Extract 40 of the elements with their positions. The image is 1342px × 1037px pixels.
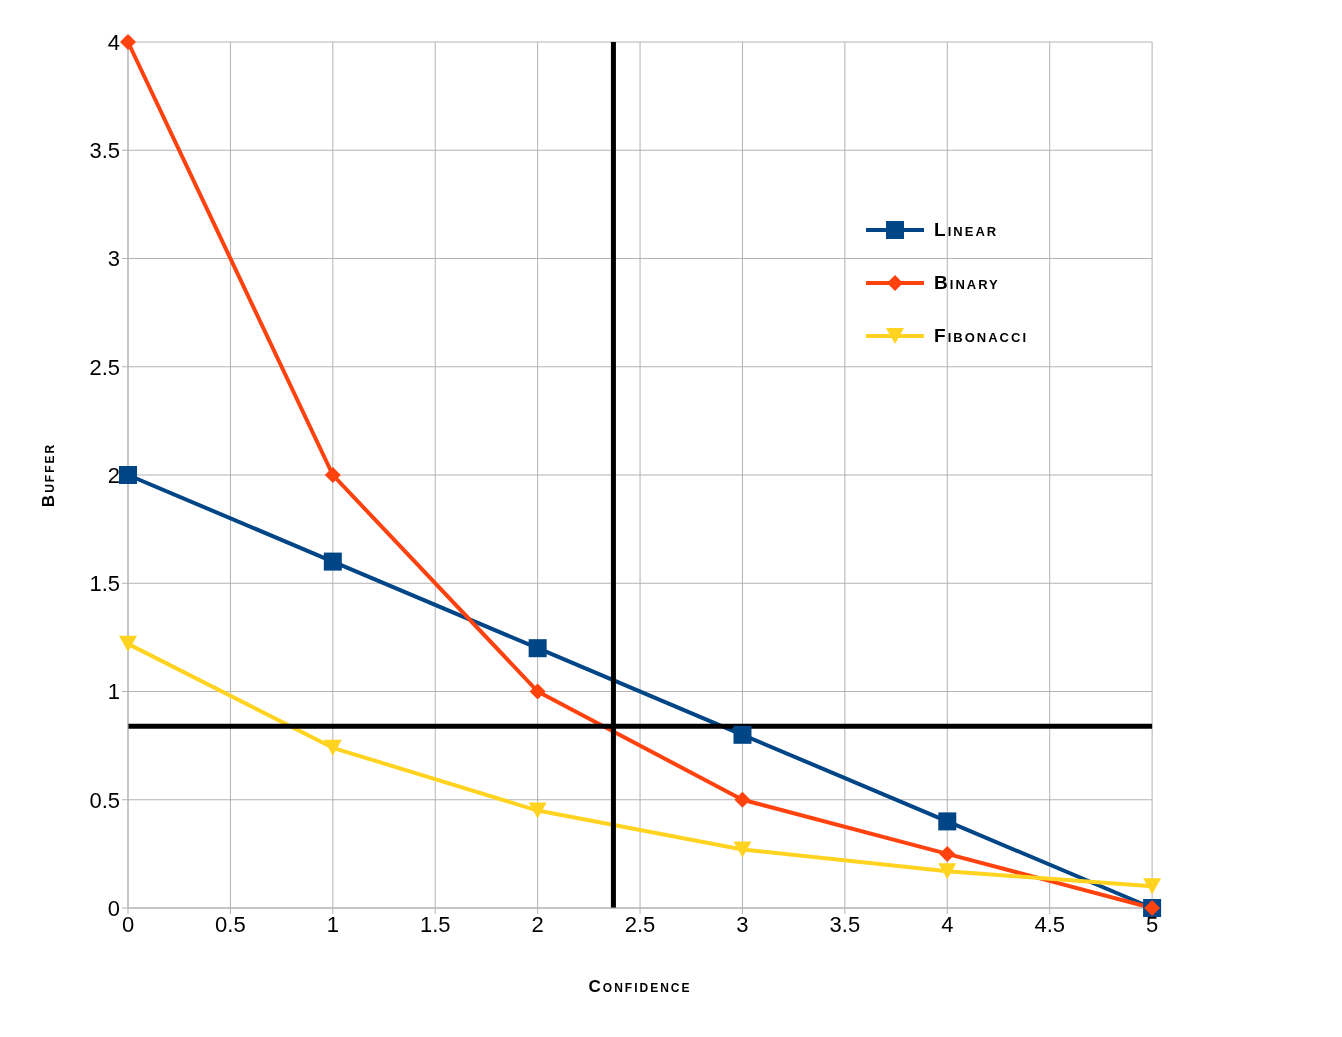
x-tick-label: 3.5 — [829, 911, 861, 937]
point — [324, 467, 341, 483]
y-tick-label: 2 — [107, 462, 120, 488]
x-tick-label: 0.5 — [215, 911, 246, 937]
y-tick-label: 2.5 — [89, 354, 120, 380]
x-tick-label: 3 — [736, 911, 749, 937]
y-tick-label: 3 — [107, 246, 120, 272]
point — [939, 845, 956, 862]
point — [120, 34, 136, 50]
point — [529, 683, 546, 700]
x-tick-label: 2.5 — [624, 911, 656, 937]
legend-label: Fibonacci — [934, 324, 1028, 347]
x-tick-label: 1 — [326, 911, 339, 937]
point — [528, 639, 547, 658]
point — [938, 863, 957, 880]
x-tick-label: 5 — [1145, 911, 1159, 937]
legend-label: Binary — [934, 271, 1000, 294]
point — [1143, 878, 1162, 895]
y-tick-label: 0.5 — [89, 787, 120, 813]
x-tick-label: 1.5 — [419, 911, 451, 937]
point — [733, 725, 752, 744]
point — [733, 841, 752, 858]
y-tick-label: 4 — [107, 29, 120, 55]
y-tick-label: 3.5 — [89, 138, 120, 164]
x-tick-label: 2 — [531, 911, 544, 937]
point — [938, 812, 957, 831]
y-tick-label: 1 — [107, 679, 120, 705]
point — [323, 739, 342, 756]
point — [323, 552, 342, 571]
x-tick-label: 4.5 — [1034, 911, 1065, 937]
point — [119, 466, 137, 484]
y-axis-title: Buffer — [39, 442, 59, 508]
x-axis-title: Confidence — [588, 977, 692, 996]
y-tick-label: 1.5 — [89, 571, 120, 597]
legend-label: Linear — [934, 218, 999, 241]
point — [734, 791, 751, 808]
y-tick-label: 0 — [107, 895, 120, 921]
point — [528, 802, 547, 819]
point — [119, 635, 137, 652]
x-tick-label: 4 — [941, 911, 954, 937]
